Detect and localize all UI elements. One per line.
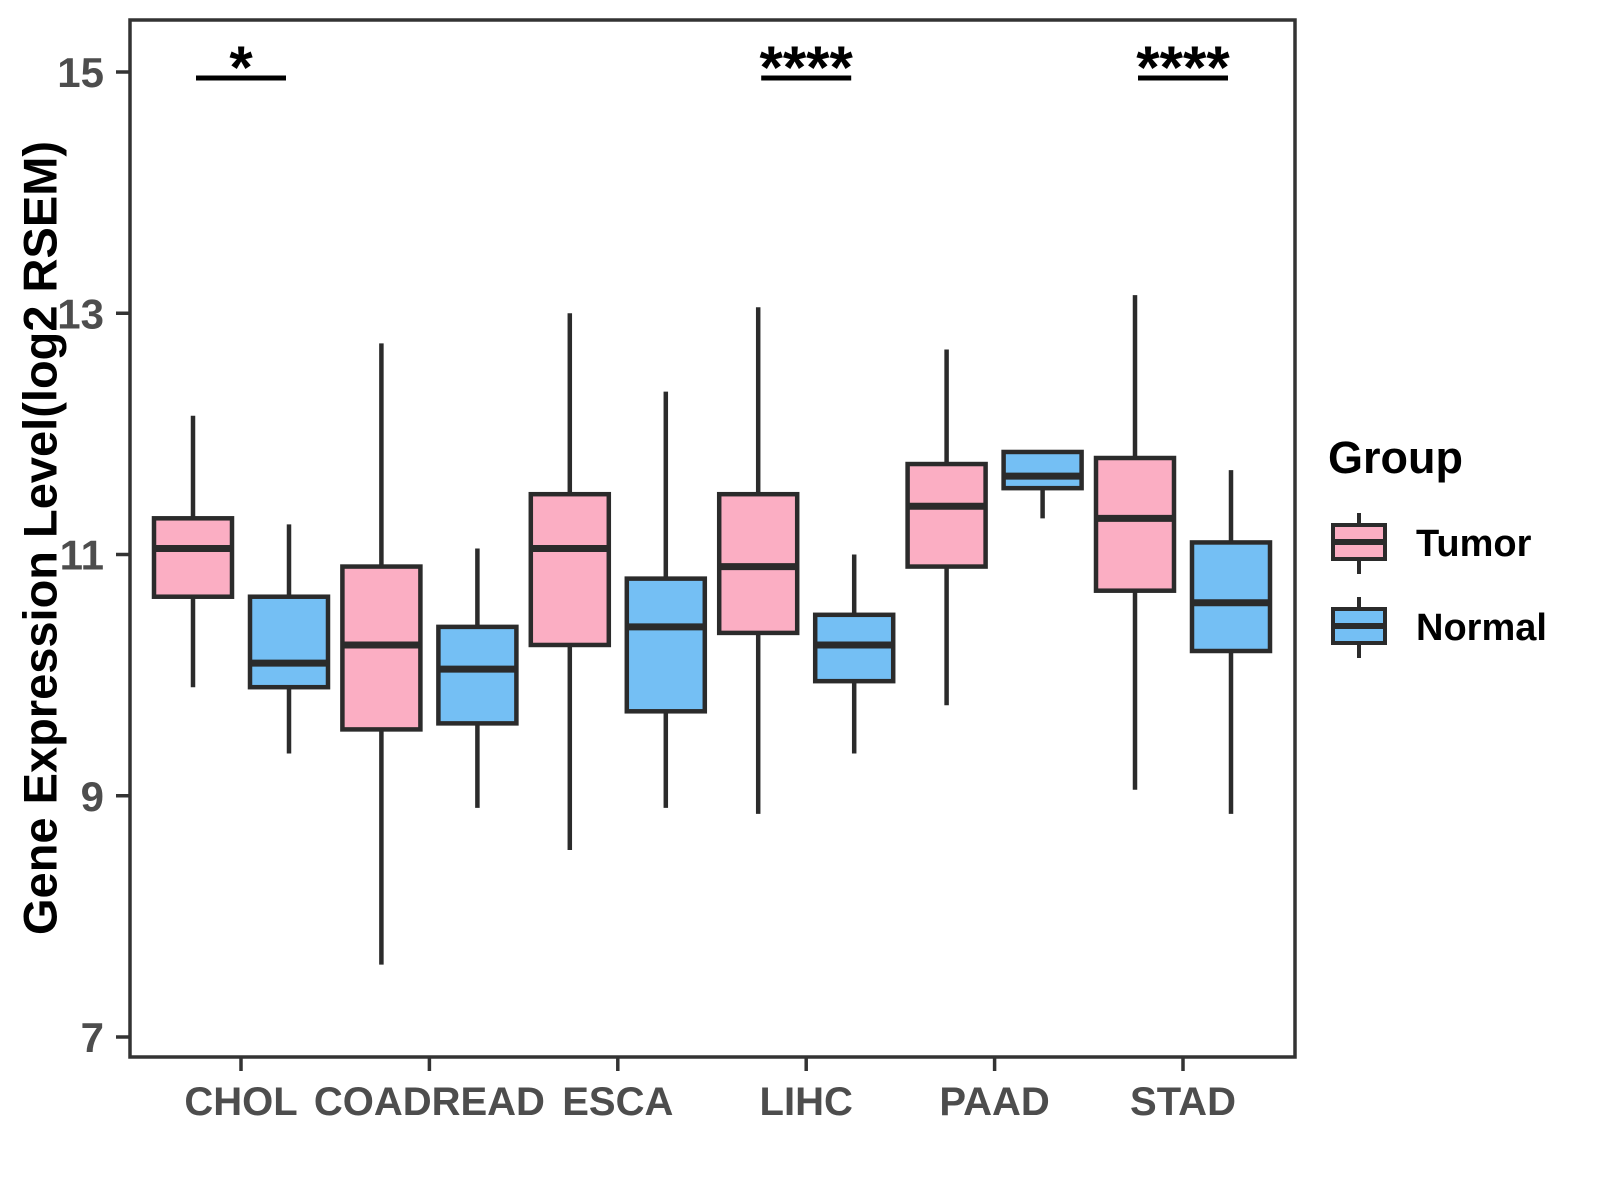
- box-coadread-normal: [436, 624, 519, 726]
- y-tick-label: 13: [57, 290, 104, 337]
- x-tick-label: LIHC: [760, 1080, 853, 1124]
- box-stad-tumor: [1093, 455, 1177, 593]
- y-tick-label: 11: [60, 532, 104, 579]
- legend-item-tumor: Tumor: [1328, 510, 1547, 578]
- y-tick-label: 7: [81, 1014, 104, 1061]
- box-paad-normal: [1001, 449, 1084, 491]
- legend: Group Tumor Normal: [1328, 432, 1547, 678]
- y-tick-label: 9: [81, 773, 104, 820]
- box-paad-tumor: [905, 461, 988, 569]
- box-esca-normal: [624, 576, 708, 714]
- box-chol-tumor: [151, 516, 235, 599]
- normal-boxplot-key-icon: [1331, 597, 1387, 658]
- x-tick-label: PAAD: [939, 1080, 1049, 1124]
- significance-stars-chol: *: [229, 34, 253, 101]
- legend-item-normal: Normal: [1328, 594, 1547, 662]
- legend-label-tumor: Tumor: [1416, 522, 1532, 565]
- box-esca-tumor: [528, 491, 612, 648]
- box-stad-normal: [1189, 540, 1273, 654]
- significance-stars-stad: ****: [1136, 34, 1230, 101]
- y-axis-title: Gene Expression Level(log2 RSEM): [13, 141, 67, 935]
- x-tick-label: STAD: [1130, 1080, 1236, 1124]
- box-chol-normal: [247, 594, 331, 690]
- legend-label-normal: Normal: [1416, 606, 1547, 649]
- significance-stars-lihc: ****: [759, 34, 853, 101]
- panel-border: [128, 18, 1297, 1059]
- x-tick-label: CHOL: [184, 1080, 297, 1124]
- legend-title: Group: [1328, 432, 1463, 483]
- y-tick-label: 15: [57, 49, 104, 96]
- x-tick-label: ESCA: [562, 1080, 673, 1124]
- x-tick-label: COADREAD: [314, 1080, 545, 1124]
- tumor-boxplot-key-icon: [1331, 513, 1387, 574]
